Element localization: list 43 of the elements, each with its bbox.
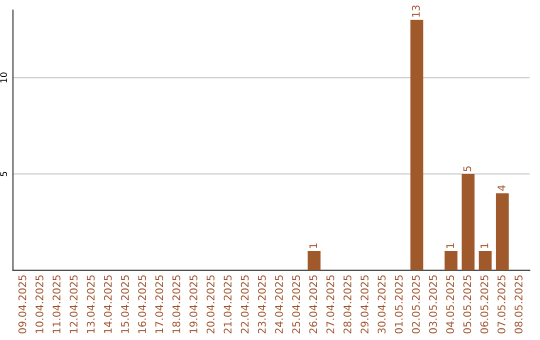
bar: [410, 20, 424, 270]
x-tick-label: 01.05.2025: [394, 275, 403, 334]
x-tick-label: 24.04.2025: [275, 275, 283, 334]
bar: [496, 193, 509, 270]
x-tick-label: 15.04.2025: [121, 275, 129, 333]
x-tick-label: 21.04.2025: [224, 275, 232, 334]
data-label: 5: [463, 166, 472, 172]
data-label: 1: [446, 243, 454, 248]
x-tick-label: 02.05.2025: [412, 275, 420, 334]
bar: [444, 251, 458, 270]
data-label: 13: [412, 5, 420, 17]
x-tick-label: 09.04.2025: [18, 275, 26, 334]
x-tick-label: 19.04.2025: [189, 275, 198, 333]
x-tick-label: 14.04.2025: [104, 275, 112, 333]
x-tick-label: 11.04.2025: [52, 275, 60, 333]
x-tick-label: 18.04.2025: [172, 275, 180, 333]
x-tick-label: 28.04.2025: [343, 275, 352, 334]
x-tick-label: 10.04.2025: [35, 275, 44, 333]
x-tick-label: 29.04.2025: [360, 275, 368, 334]
x-tick-label: 05.05.2025: [463, 275, 472, 334]
x-tick-label: 30.04.2025: [378, 275, 386, 334]
x-tick-label: 20.04.2025: [206, 275, 214, 334]
bar: [462, 174, 475, 270]
x-tick-label: 06.05.2025: [480, 275, 488, 334]
x-tick-label: 07.05.2025: [498, 275, 506, 334]
x-tick-label: 13.04.2025: [86, 275, 95, 333]
y-tick-label: 10: [0, 72, 8, 82]
data-label: 1: [480, 243, 488, 248]
data-label: 1: [309, 243, 318, 248]
x-tick-label: 16.04.2025: [138, 275, 146, 333]
x-tick-label: 26.04.2025: [309, 275, 318, 334]
data-label: 4: [498, 185, 506, 191]
x-tick-label: 23.04.2025: [258, 275, 266, 334]
x-tick-label: 03.05.2025: [429, 275, 437, 334]
x-tick-label: 17.04.2025: [155, 275, 164, 333]
x-tick-label: 25.04.2025: [292, 275, 300, 334]
x-tick-label: 27.04.2025: [326, 275, 334, 334]
bar: [478, 251, 492, 270]
x-tick-label: 22.04.2025: [240, 275, 249, 334]
x-tick-label: 08.05.2025: [514, 275, 522, 334]
x-tick-label: 12.04.2025: [70, 275, 78, 333]
x-tick-label: 04.05.2025: [446, 275, 454, 334]
bar: [308, 251, 321, 270]
